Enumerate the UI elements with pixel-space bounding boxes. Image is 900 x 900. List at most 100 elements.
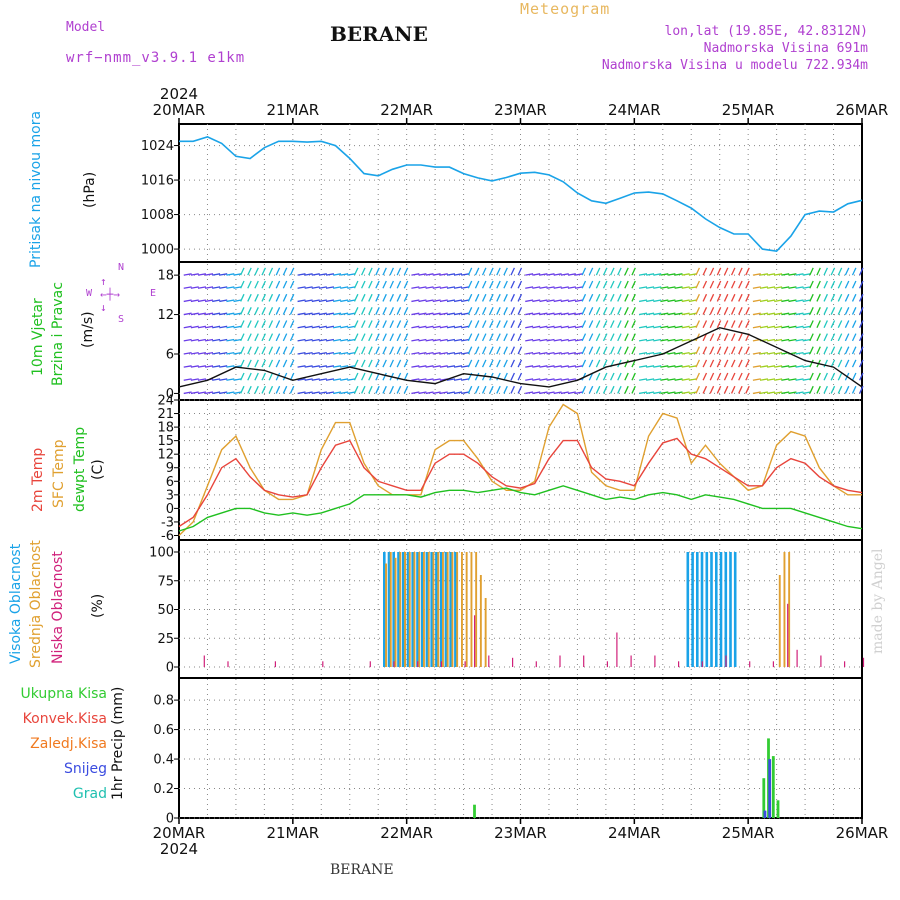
wind-barb — [688, 286, 697, 289]
wind-barb — [197, 286, 207, 289]
wind-barb — [368, 293, 373, 302]
wind-barb — [268, 320, 274, 328]
wind-barb — [738, 267, 743, 276]
wind-barb — [226, 391, 235, 395]
wind-barb — [709, 267, 715, 276]
wind-barb — [581, 267, 587, 276]
wind-barb — [560, 299, 569, 303]
wind-barb — [474, 333, 480, 342]
wind-barb — [212, 338, 221, 342]
wind-barb — [481, 333, 487, 342]
wind-barb — [688, 365, 697, 368]
wind-barb — [610, 320, 615, 328]
wind-barb — [859, 320, 864, 328]
wind-barb — [653, 365, 662, 368]
wind-barb — [247, 372, 252, 381]
wind-barb — [517, 385, 523, 394]
cloud-low-bar — [678, 661, 680, 668]
wind-barb — [510, 385, 515, 394]
wind-barb — [368, 346, 373, 355]
wind-barb — [574, 365, 584, 368]
wind-barb — [353, 346, 359, 355]
wind-barb — [311, 391, 320, 395]
wind-barb — [631, 385, 636, 394]
wind-barb — [525, 286, 534, 289]
cloud-mid-bar — [479, 575, 482, 667]
wind-barb — [297, 325, 306, 329]
wind-barb — [588, 385, 594, 394]
wind-barb — [282, 372, 288, 381]
wind-barb — [602, 320, 608, 328]
wind-barb — [403, 346, 409, 355]
wind-barb — [467, 359, 473, 368]
wind-barb — [297, 286, 306, 289]
cloud-high-bar — [733, 552, 737, 667]
wind-barb — [489, 320, 494, 328]
y-tick-label-precip: 0.4 — [153, 753, 174, 768]
wind-barb — [382, 320, 387, 328]
wind-barb — [382, 346, 387, 355]
wind-barb — [418, 391, 427, 395]
cloud-high-bar — [420, 552, 424, 667]
wind-barb — [781, 312, 790, 316]
wind-barb — [275, 280, 281, 289]
wind-barb — [567, 286, 576, 289]
wind-barb — [816, 385, 821, 394]
wind-barb — [347, 378, 356, 381]
wind-barb — [403, 333, 409, 342]
wind-barb — [510, 307, 515, 315]
wind-barb — [795, 351, 804, 355]
cloud-low-bar — [606, 661, 608, 668]
wind-barb — [595, 293, 601, 302]
wind-barb — [311, 325, 320, 329]
wind-barb — [581, 293, 587, 302]
wind-barb — [375, 307, 380, 315]
wind-barb — [418, 273, 427, 276]
wind-barb — [375, 385, 380, 394]
wind-barb — [730, 372, 736, 381]
wind-barb — [702, 359, 708, 368]
wind-barb — [730, 267, 736, 276]
wind-barb — [432, 299, 441, 303]
wind-barb — [368, 359, 373, 368]
wind-barb — [461, 273, 470, 276]
wind-barb — [382, 293, 387, 302]
wind-barb — [489, 385, 494, 394]
wind-barb — [617, 385, 622, 394]
wind-barb — [461, 338, 470, 342]
wind-barb — [653, 378, 662, 381]
wind-barb — [595, 320, 601, 328]
cloud-high-bar — [387, 552, 391, 667]
wind-barb — [546, 365, 555, 368]
wind-barb — [709, 372, 715, 381]
cloud-high-bar — [724, 552, 728, 667]
wind-barb — [624, 307, 629, 315]
wind-barb — [226, 338, 235, 342]
wind-barb — [532, 391, 541, 395]
wind-barb — [219, 378, 228, 381]
wind-barb — [738, 346, 743, 355]
wind-barb — [212, 286, 221, 289]
cloud-high-bar — [696, 552, 699, 667]
wind-barb — [653, 273, 662, 276]
wind-barb — [781, 299, 790, 303]
wind-barb — [446, 286, 456, 289]
wind-barb — [226, 299, 235, 303]
wind-barb — [595, 333, 601, 342]
wind-barb — [204, 325, 214, 329]
wind-barb — [809, 359, 814, 368]
wind-barb — [233, 378, 242, 381]
wind-barb — [752, 351, 761, 355]
wind-barb — [653, 351, 662, 355]
wind-barb — [353, 359, 359, 368]
wind-barb — [247, 346, 252, 355]
wind-barb — [745, 359, 750, 368]
wind-barb — [411, 365, 420, 368]
wind-barb — [297, 391, 306, 395]
cloud-mid-bar — [484, 598, 487, 667]
wind-barb — [802, 351, 811, 355]
cloud-high-bar — [700, 552, 704, 667]
wind-barb — [716, 333, 722, 342]
wind-barb — [809, 293, 814, 302]
y-tick-label-wind: 6 — [166, 348, 174, 363]
